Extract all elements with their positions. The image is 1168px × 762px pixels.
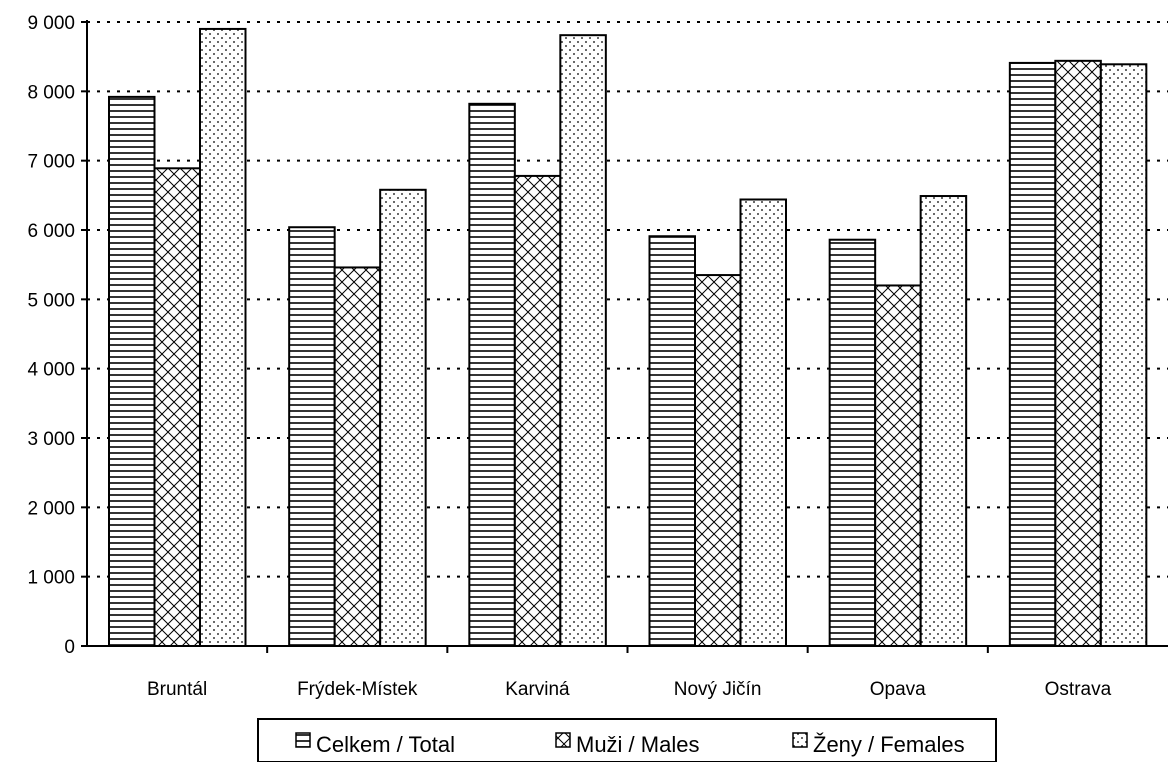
bars (108, 27, 1148, 648)
y-tick-label: 6 000 (27, 221, 75, 242)
y-tick-label: 4 000 (27, 360, 75, 381)
x-category-label: Ostrava (1045, 679, 1112, 700)
bar-celkem-3 (468, 102, 516, 647)
x-category-label: Opava (870, 679, 926, 700)
bar-muži-3 (513, 174, 562, 647)
bar-ženy-5 (919, 195, 968, 647)
y-tick-label: 0 (64, 637, 75, 658)
y-tick-label: 3 000 (27, 429, 75, 450)
bar-ženy-1 (199, 27, 247, 647)
y-tick-label: 5 000 (27, 290, 75, 311)
y-tick-labels: 0 1 000 2 000 3 000 4 000 5 000 6 000 7 000 8 00… (27, 13, 75, 658)
legend-item-males: Muži / Males (555, 732, 699, 757)
x-category-label: Bruntál (147, 679, 207, 700)
bar-ženy-4 (739, 198, 787, 647)
bar-muži-2 (333, 266, 382, 647)
y-tick-label: 8 000 (27, 82, 75, 103)
bar-celkem-1 (108, 95, 156, 647)
y-tick-label: 2 000 (27, 498, 75, 519)
bar-celkem-5 (828, 238, 877, 647)
legend-box (257, 718, 997, 762)
bar-celkem-2 (288, 226, 336, 648)
legend-swatch-females (792, 732, 808, 748)
bar-muži-1 (153, 167, 201, 647)
x-category-label: Frýdek-Místek (297, 679, 418, 700)
legend-item-females: Ženy / Females (792, 732, 965, 757)
bar-muži-6 (1054, 59, 1102, 648)
y-tick-label: 9 000 (27, 13, 75, 34)
legend-label-females: Ženy / Females (813, 732, 965, 757)
legend-label-total: Celkem / Total (316, 732, 455, 757)
axes (81, 20, 1168, 653)
gridlines (87, 21, 1168, 578)
bar-muži-5 (874, 284, 922, 647)
legend-label-males: Muži / Males (576, 732, 699, 757)
x-category-labels: Bruntál Frýdek-Místek Karviná Nový Jičín Opa… (147, 679, 1112, 700)
y-tick-label: 1 000 (27, 568, 75, 589)
bar-celkem-6 (1008, 61, 1057, 647)
legend-swatch-males (555, 732, 571, 748)
legend-item-total: Celkem / Total (295, 732, 455, 757)
bar-muži-4 (694, 274, 742, 647)
x-category-label: Nový Jičín (674, 679, 762, 700)
legend: Celkem / Total Muži / Males Ženy / Femal… (257, 718, 997, 762)
y-tick-label: 7 000 (27, 152, 75, 173)
x-category-label: Karviná (505, 679, 570, 700)
bar-celkem-4 (648, 235, 696, 648)
bar-ženy-2 (379, 188, 427, 648)
legend-swatch-total (295, 732, 311, 748)
bar-ženy-3 (559, 34, 607, 647)
bar-ženy-6 (1099, 63, 1148, 647)
